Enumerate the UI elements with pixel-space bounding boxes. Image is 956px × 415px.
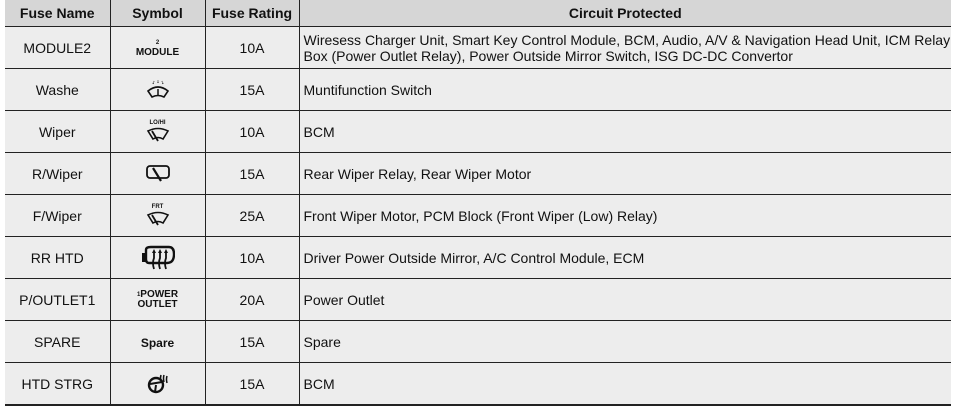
symbol-cell: FRT xyxy=(109,194,206,237)
symbol-cell: 2 MODULE xyxy=(109,26,206,69)
fuse-name: HTD STRG xyxy=(5,362,111,406)
symbol-cell xyxy=(109,152,206,195)
power-outlet-symbol: 1POWER OUTLET xyxy=(136,288,179,310)
symbol-text: MODULE xyxy=(135,46,180,58)
table-row: MODULE2 2 MODULE 10A Wiresess Charger Uni… xyxy=(5,26,951,69)
table-row: Wiper LO/HI 10A BCM xyxy=(5,110,951,153)
spare-symbol: Spare xyxy=(140,335,175,350)
heated-mirror-icon xyxy=(141,245,175,269)
symbol-text: POWER xyxy=(140,288,179,300)
table-row: P/OUTLET1 1POWER OUTLET 20A Power Outlet xyxy=(5,278,951,321)
circuit-protected: Spare xyxy=(298,320,951,363)
fuse-name: RR HTD xyxy=(5,236,111,279)
circuit-protected: Muntifunction Switch xyxy=(298,68,951,111)
table-row: SPARE Spare 15A Spare xyxy=(5,320,951,363)
washer-icon xyxy=(146,79,169,98)
symbol-superscript: 1 xyxy=(136,291,141,298)
header-fuse-name: Fuse Name xyxy=(5,0,111,27)
symbol-cell: 1POWER OUTLET xyxy=(109,278,206,321)
header-symbol: Symbol xyxy=(109,0,206,27)
circuit-protected: Front Wiper Motor, PCM Block (Front Wipe… xyxy=(298,194,951,237)
circuit-protected: BCM xyxy=(298,362,951,406)
rear-wiper-icon xyxy=(145,164,170,182)
heated-steering-icon xyxy=(147,374,168,393)
table-row: F/Wiper FRT 25A Front Wiper Motor, PCM B… xyxy=(5,194,951,237)
fuse-rating: 10A xyxy=(204,110,300,153)
symbol-cell xyxy=(109,68,206,111)
fuse-name: Washe xyxy=(5,68,111,111)
wiper-icon xyxy=(146,127,169,141)
symbol-superscript: 2 xyxy=(155,39,160,46)
fuse-rating: 15A xyxy=(204,362,300,406)
module-symbol: 2 MODULE xyxy=(136,38,179,58)
table-row: R/Wiper 15A Rear Wiper Relay, Rear Wiper… xyxy=(5,152,951,195)
fuse-name: F/Wiper xyxy=(5,194,111,237)
circuit-protected: Wiresess Charger Unit, Smart Key Control… xyxy=(298,26,951,69)
table-row: HTD STRG 15A BCM xyxy=(5,362,951,406)
symbol-label: FRT xyxy=(151,203,164,210)
fuse-name: P/OUTLET1 xyxy=(5,278,111,321)
fuse-rating: 20A xyxy=(204,278,300,321)
symbol-text: OUTLET xyxy=(137,298,178,310)
fuse-rating: 10A xyxy=(204,26,300,69)
fuse-rating: 10A xyxy=(204,236,300,279)
circuit-protected: Rear Wiper Relay, Rear Wiper Motor xyxy=(298,152,951,195)
symbol-cell: LO/HI xyxy=(109,110,206,153)
fuse-rating: 15A xyxy=(204,68,300,111)
fuse-rating: 15A xyxy=(204,320,300,363)
front-wiper-icon xyxy=(146,211,169,225)
fuse-rating: 15A xyxy=(204,152,300,195)
circuit-protected: Driver Power Outside Mirror, A/C Control… xyxy=(298,236,951,279)
symbol-cell xyxy=(109,362,206,406)
table-row: RR HTD 10A Driver Power Outside Mirror, … xyxy=(5,236,951,279)
symbol-cell: Spare xyxy=(109,320,206,363)
circuit-protected: Power Outlet xyxy=(298,278,951,321)
fuse-table: Fuse Name Symbol Fuse Rating Circuit Pro… xyxy=(5,0,951,406)
circuit-protected: BCM xyxy=(298,110,951,153)
fuse-name: Wiper xyxy=(5,110,111,153)
fuse-name: R/Wiper xyxy=(5,152,111,195)
header-row: Fuse Name Symbol Fuse Rating Circuit Pro… xyxy=(5,0,951,27)
header-fuse-rating: Fuse Rating xyxy=(204,0,300,27)
fuse-name: MODULE2 xyxy=(5,26,111,69)
symbol-cell xyxy=(109,236,206,279)
table-row: Washe 15A Muntifunction Switch xyxy=(5,68,951,111)
header-circuit-protected: Circuit Protected xyxy=(298,0,951,27)
fuse-name: SPARE xyxy=(5,320,111,363)
symbol-label: LO/HI xyxy=(149,119,166,126)
fuse-rating: 25A xyxy=(204,194,300,237)
